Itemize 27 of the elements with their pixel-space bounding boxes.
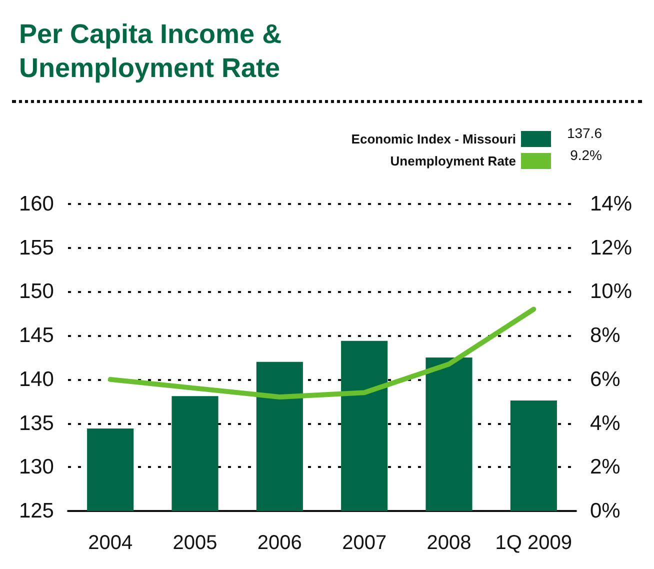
x-tick-label: 2008: [426, 532, 472, 554]
y2-tick-label: 12%: [590, 236, 632, 260]
y-tick-label: 130: [18, 456, 54, 479]
y-tick-label: 150: [18, 280, 54, 304]
x-tick-label: 2004: [88, 532, 133, 554]
x-tick-label: 1Q 2009: [495, 532, 572, 554]
y2-tick-label: 4%: [590, 412, 620, 435]
y-tick-label: 145: [18, 324, 54, 348]
x-tick-label: 2005: [172, 532, 218, 554]
legend-label: Economic Index - Missouri: [351, 132, 516, 146]
legend-label: Unemployment Rate: [390, 154, 516, 168]
chart-title: Per Capita Income & Unemployment Rate: [19, 19, 282, 83]
y-tick-label: 125: [18, 500, 54, 522]
y-tick-label: 135: [18, 412, 54, 435]
text: 9.2%: [570, 147, 602, 163]
y2-tick-label: 0%: [590, 500, 620, 522]
text: 137.6: [566, 125, 602, 141]
y-tick-label: 160: [18, 192, 54, 216]
y2-tick-label: 10%: [590, 280, 632, 304]
y-tick-label: 140: [18, 368, 54, 391]
y2-tick-label: 2%: [590, 456, 620, 479]
x-tick-label: 2007: [342, 532, 387, 554]
y2-tick-label: 6%: [590, 368, 620, 391]
x-tick-label: 2006: [257, 532, 302, 554]
y2-tick-label: 8%: [590, 324, 620, 348]
y2-tick-label: 14%: [590, 192, 632, 216]
y-tick-label: 155: [18, 236, 54, 260]
